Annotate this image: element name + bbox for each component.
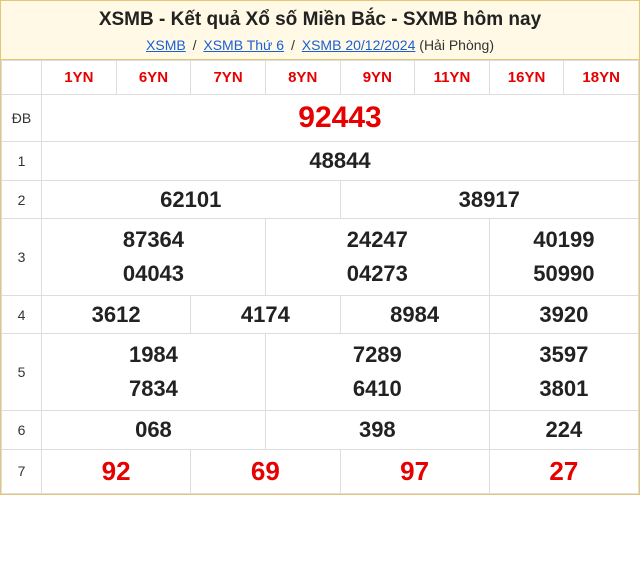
prize-label: 7 (2, 449, 42, 493)
prize-value: 7834 (44, 372, 263, 406)
breadcrumb-sep: / (291, 37, 295, 53)
prize-value: 40199 (492, 223, 636, 257)
col-header: 11YN (415, 61, 490, 95)
col-header: 18YN (564, 61, 639, 95)
breadcrumb-link-date[interactable]: XSMB 20/12/2024 (302, 37, 416, 53)
prize-value: 38917 (340, 180, 639, 219)
prize-value: 4174 (191, 295, 340, 334)
breadcrumb-link-xsmb[interactable]: XSMB (146, 37, 186, 53)
prize-label: 2 (2, 180, 42, 219)
prize-value: 04273 (268, 257, 487, 291)
breadcrumb-link-day[interactable]: XSMB Thứ 6 (203, 37, 284, 53)
prize-value: 1984 (44, 338, 263, 372)
prize-label: 5 (2, 334, 42, 410)
prize-value-group: 3597 3801 (489, 334, 638, 410)
header: XSMB - Kết quả Xổ số Miền Bắc - SXMB hôm… (1, 1, 639, 60)
prize-value: 3612 (42, 295, 191, 334)
prize-value: 97 (340, 449, 489, 493)
prize-row-3: 3 87364 04043 24247 04273 40199 50990 (2, 219, 639, 295)
prize-value: 6410 (268, 372, 487, 406)
prize-value-group: 24247 04273 (265, 219, 489, 295)
header-blank (2, 61, 42, 95)
prize-row-2: 2 62101 38917 (2, 180, 639, 219)
prize-value: 62101 (42, 180, 341, 219)
prize-value: 04043 (44, 257, 263, 291)
results-table: 1YN 6YN 7YN 8YN 9YN 11YN 16YN 18YN ĐB 92… (1, 60, 639, 494)
prize-value: 7289 (268, 338, 487, 372)
prize-value: 3597 (492, 338, 636, 372)
prize-value-group: 40199 50990 (489, 219, 638, 295)
prize-row-1: 1 48844 (2, 142, 639, 181)
prize-value-db: 92443 (42, 95, 639, 142)
prize-value: 48844 (42, 142, 639, 181)
prize-value: 69 (191, 449, 340, 493)
breadcrumb-sep: / (193, 37, 197, 53)
prize-value: 8984 (340, 295, 489, 334)
prize-label: ĐB (2, 95, 42, 142)
prize-label: 6 (2, 410, 42, 449)
breadcrumb-suffix: (Hải Phòng) (419, 37, 494, 53)
prize-value: 24247 (268, 223, 487, 257)
lottery-results-card: XSMB - Kết quả Xổ số Miền Bắc - SXMB hôm… (0, 0, 640, 495)
col-header: 1YN (42, 61, 117, 95)
prize-value: 068 (42, 410, 266, 449)
prize-row-4: 4 3612 4174 8984 3920 (2, 295, 639, 334)
prize-value: 87364 (44, 223, 263, 257)
col-header: 9YN (340, 61, 415, 95)
prize-value: 27 (489, 449, 638, 493)
prize-label: 3 (2, 219, 42, 295)
prize-value-group: 1984 7834 (42, 334, 266, 410)
prize-value-group: 87364 04043 (42, 219, 266, 295)
prize-row-7: 7 92 69 97 27 (2, 449, 639, 493)
prize-value: 224 (489, 410, 638, 449)
prize-value: 92 (42, 449, 191, 493)
prize-value: 3801 (492, 372, 636, 406)
col-header: 16YN (489, 61, 564, 95)
col-header: 8YN (265, 61, 340, 95)
prize-value: 398 (265, 410, 489, 449)
prize-row-5: 5 1984 7834 7289 6410 3597 3801 (2, 334, 639, 410)
prize-row-db: ĐB 92443 (2, 95, 639, 142)
prize-label: 1 (2, 142, 42, 181)
table-header-row: 1YN 6YN 7YN 8YN 9YN 11YN 16YN 18YN (2, 61, 639, 95)
col-header: 7YN (191, 61, 266, 95)
col-header: 6YN (116, 61, 191, 95)
prize-value: 3920 (489, 295, 638, 334)
prize-row-6: 6 068 398 224 (2, 410, 639, 449)
prize-value-group: 7289 6410 (265, 334, 489, 410)
breadcrumb: XSMB / XSMB Thứ 6 / XSMB 20/12/2024 (Hải… (5, 37, 635, 53)
prize-value: 50990 (492, 257, 636, 291)
prize-label: 4 (2, 295, 42, 334)
page-title: XSMB - Kết quả Xổ số Miền Bắc - SXMB hôm… (5, 9, 635, 31)
